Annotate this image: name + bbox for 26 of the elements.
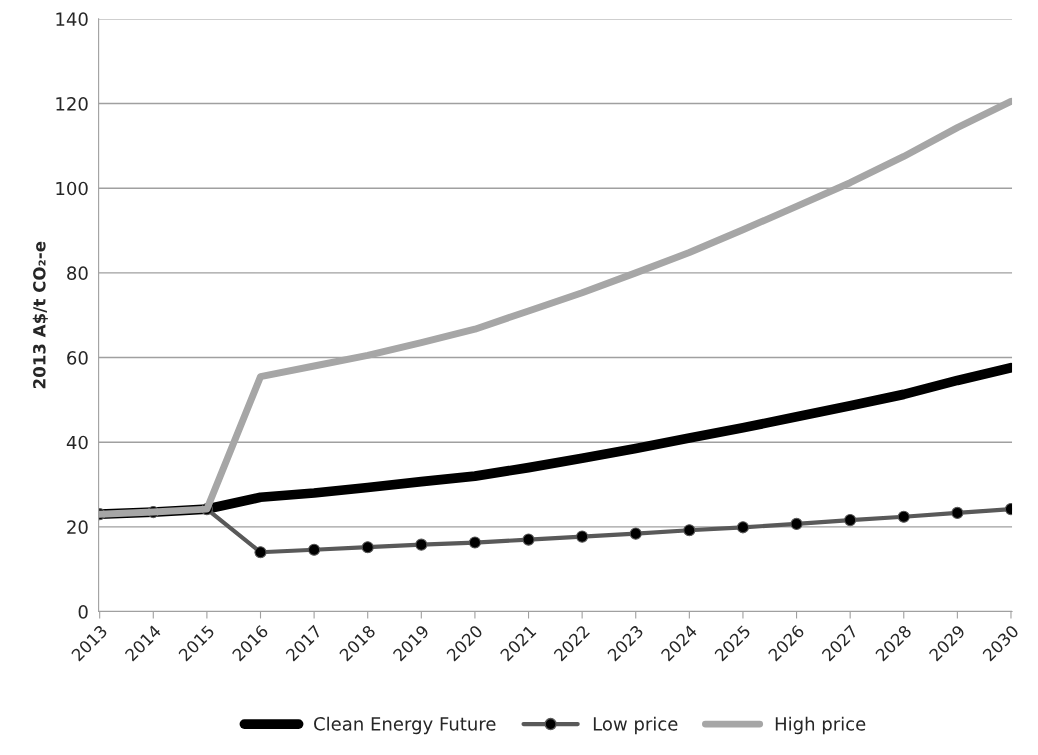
y-tick-label: 40 <box>66 435 88 450</box>
legend-label: Clean Energy Future <box>314 716 496 735</box>
y-tick-label: 120 <box>56 97 88 111</box>
y-tick-label: 60 <box>67 351 88 365</box>
point <box>415 538 428 551</box>
y-tick-label: 20 <box>67 520 88 534</box>
point <box>790 517 803 530</box>
point <box>683 524 696 537</box>
point <box>522 533 535 546</box>
y-axis-title: 2013 A$/t CO₂-e <box>32 241 48 389</box>
point <box>254 546 267 559</box>
point <box>844 514 857 527</box>
point <box>308 543 321 556</box>
point <box>361 541 374 554</box>
legend-label: High price <box>775 716 866 735</box>
y-tick-label: 140 <box>56 12 88 26</box>
point <box>897 510 910 523</box>
point <box>951 506 964 519</box>
y-tick-label: 80 <box>67 266 88 280</box>
point <box>736 521 750 534</box>
point <box>468 536 481 549</box>
y-tick-label: 100 <box>56 181 88 196</box>
point <box>576 530 589 543</box>
legend-label: Low price <box>593 716 678 735</box>
point <box>629 527 642 540</box>
y-tick-label: 0 <box>78 605 88 619</box>
